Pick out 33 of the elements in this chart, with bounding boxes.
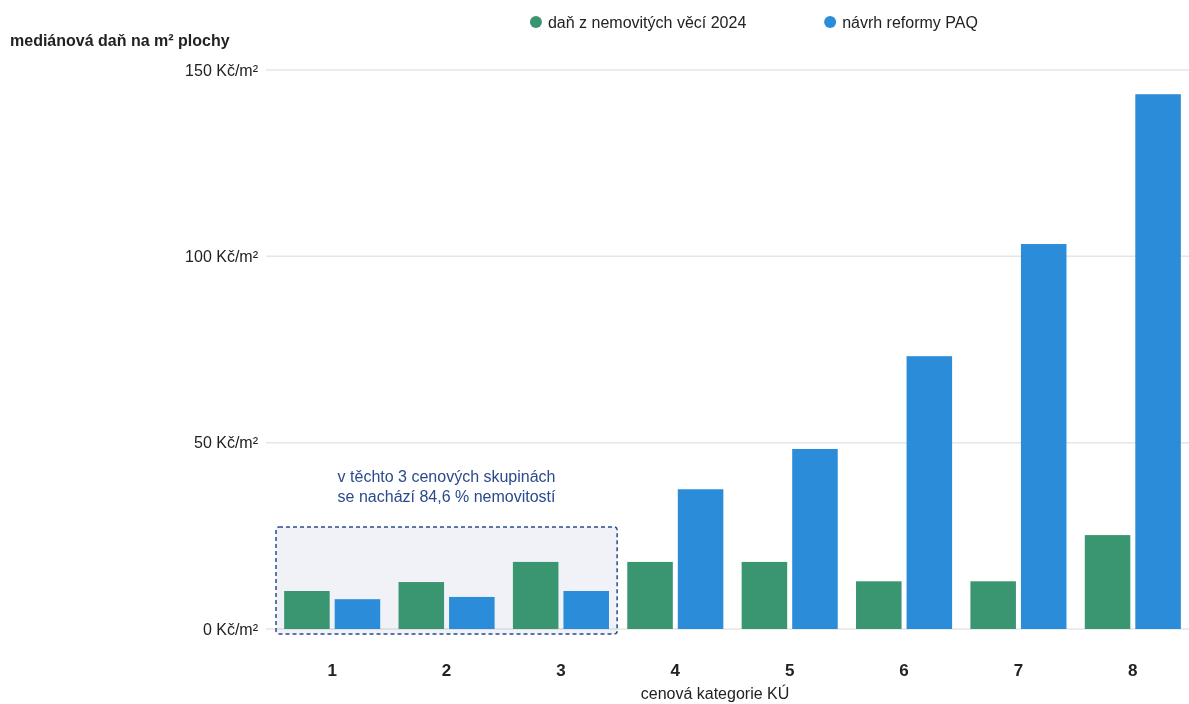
bar (970, 581, 1016, 629)
y-tick-label: 50 Kč/m² (193, 434, 259, 452)
x-tick-label: 8 (1128, 661, 1138, 680)
bar (1084, 535, 1131, 629)
bar (1135, 94, 1181, 629)
bar (563, 590, 609, 629)
bar (627, 561, 673, 629)
bar (284, 590, 330, 629)
x-tick-label: 7 (1013, 661, 1024, 680)
legend-label: návrh reformy PAQ (842, 13, 978, 31)
x-tick-label: 5 (784, 661, 795, 680)
band-label: v těchto 3 cenových skupinách se nachází 84,6 % nemovitostí (337, 467, 557, 505)
y-tick-label: 150 Kč/m² (185, 61, 259, 79)
y-tick-label: 0 Kč/m² (202, 620, 259, 638)
y-axis-title: mediánová daň na m² plochy (10, 32, 230, 49)
legend-label: daň z nemovitých věcí 2024 (547, 13, 747, 31)
bar (856, 581, 902, 629)
x-tick-label: 1 (327, 661, 337, 680)
x-tick-label: 3 (556, 661, 566, 680)
x-axis-title: cenová kategorie KÚ (640, 684, 790, 702)
bar (792, 449, 838, 629)
bar (1020, 244, 1067, 629)
bar (741, 561, 788, 629)
bar (449, 596, 495, 629)
x-tick-label: 4 (670, 661, 681, 680)
bar (677, 489, 724, 629)
bar (334, 599, 381, 629)
bar (512, 561, 559, 629)
x-tick-label: 2 (441, 661, 452, 680)
bar (906, 356, 953, 629)
y-tick-label: 100 Kč/m² (185, 247, 259, 265)
x-tick-label: 6 (899, 661, 909, 680)
bar (398, 582, 445, 629)
